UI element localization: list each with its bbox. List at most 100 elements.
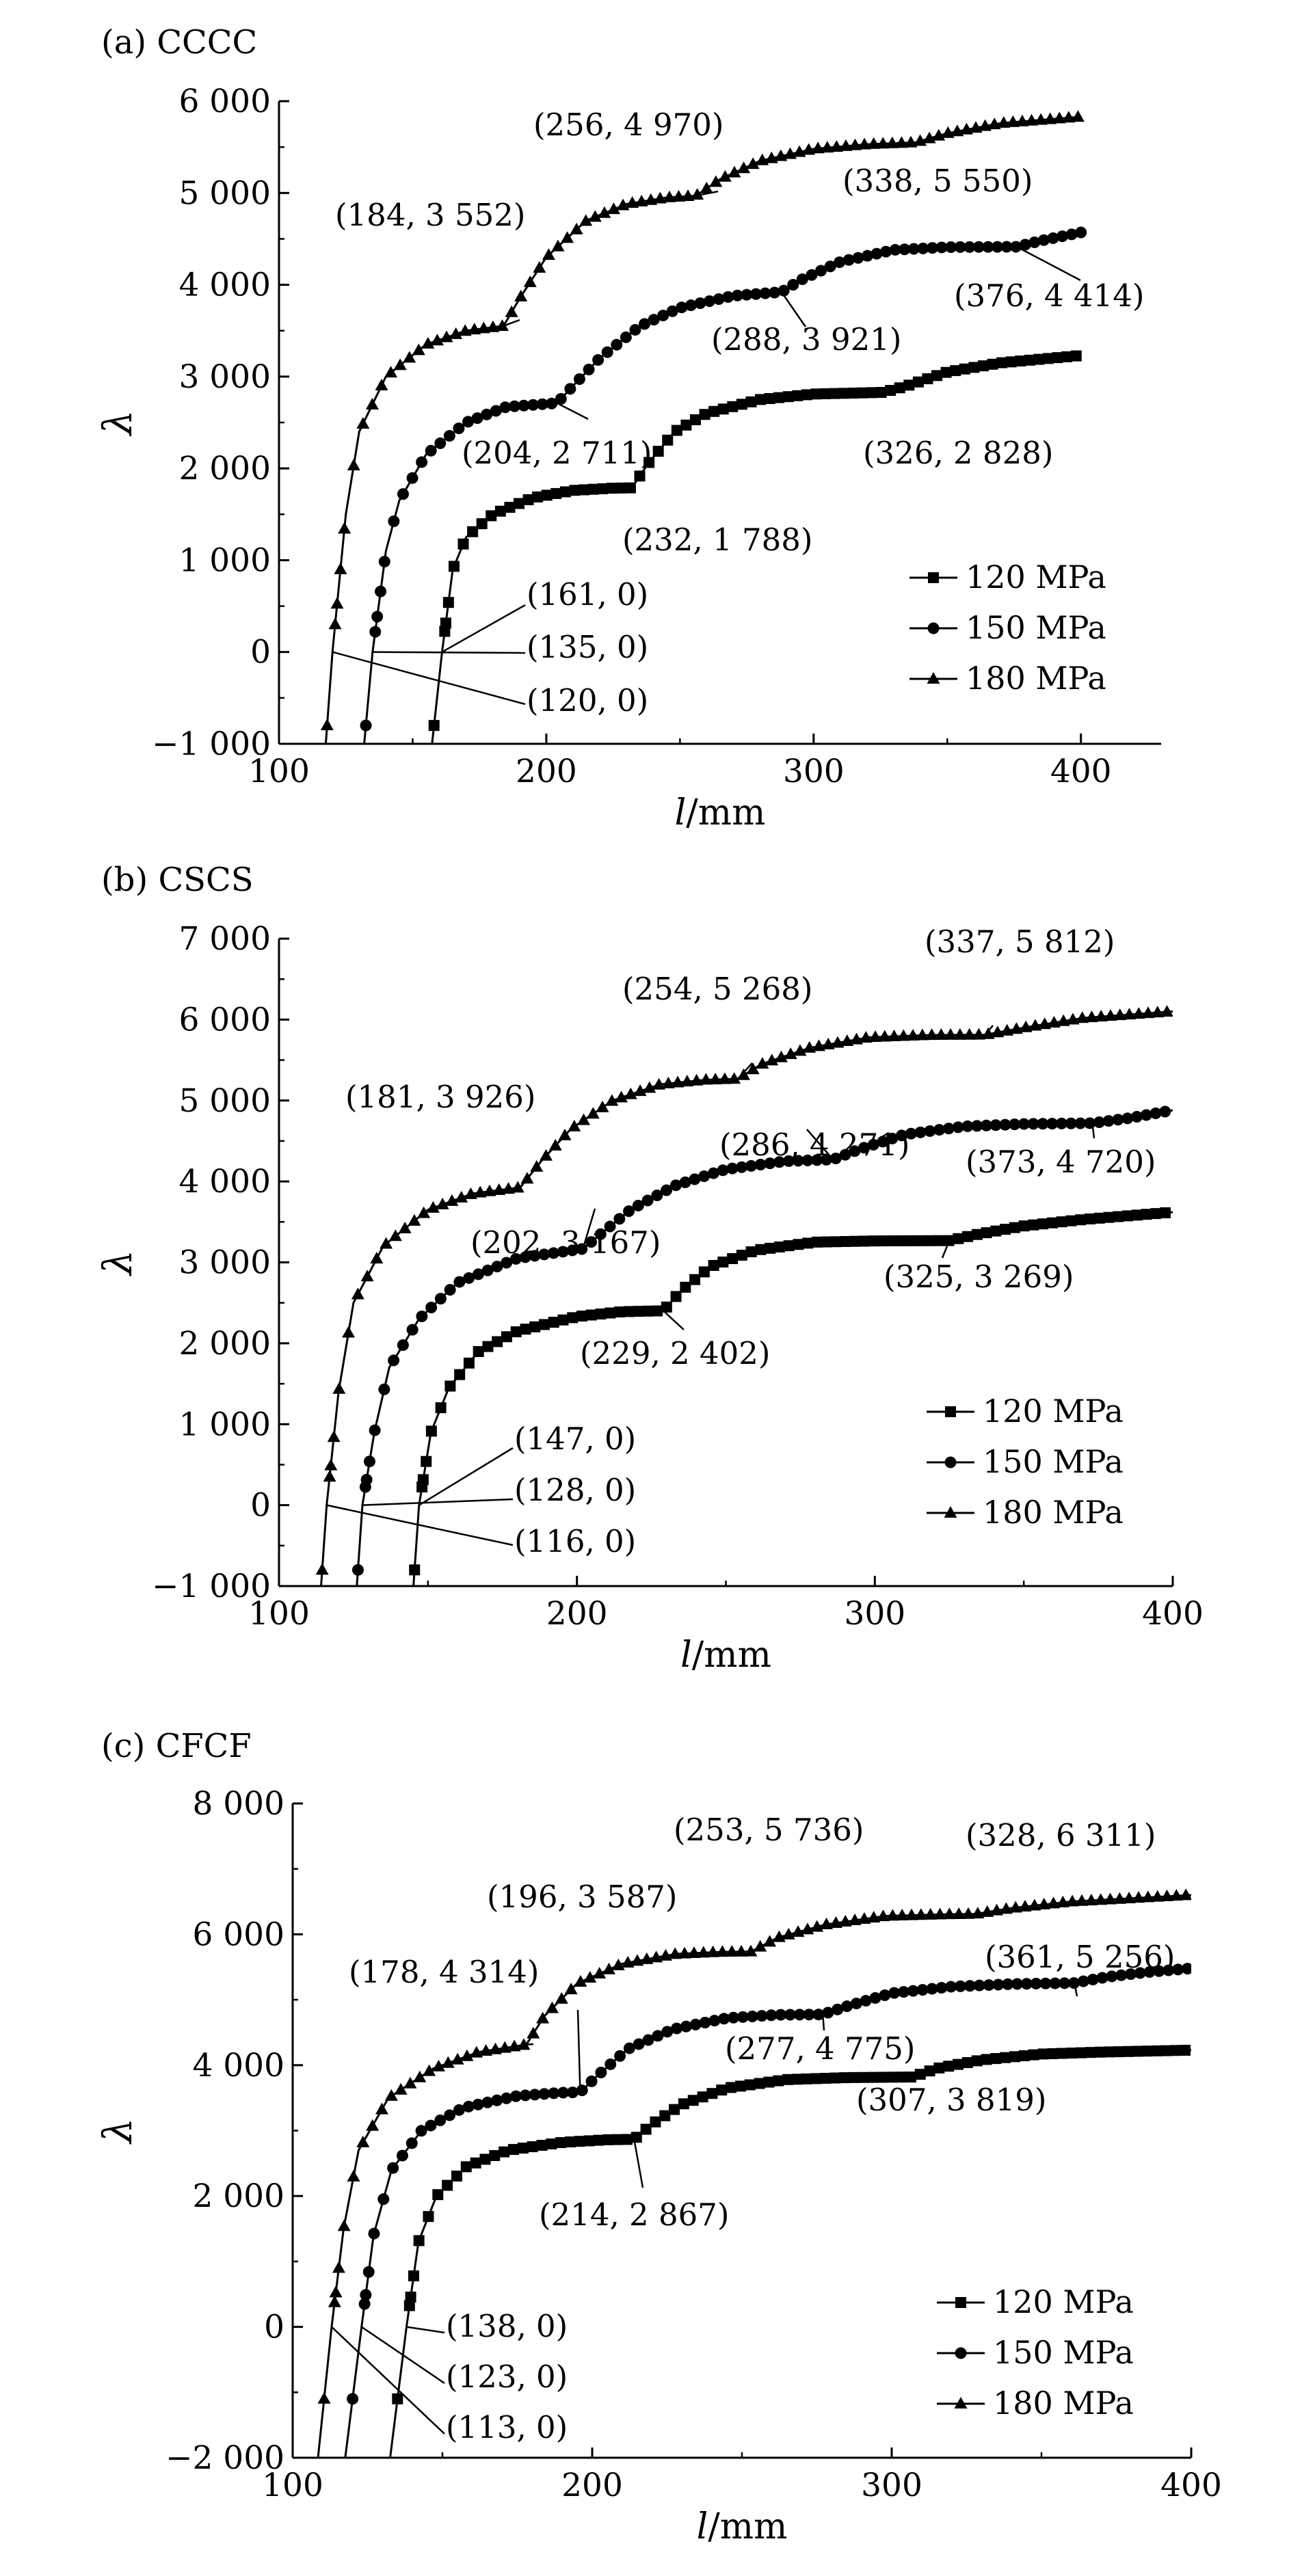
data-point xyxy=(905,1127,917,1140)
data-point xyxy=(527,399,540,411)
data-point xyxy=(661,1301,672,1313)
data-point xyxy=(1033,353,1045,365)
x-tick-label: 100 xyxy=(248,753,310,790)
data-point xyxy=(699,409,710,420)
data-point xyxy=(509,1252,522,1265)
data-point xyxy=(1067,1977,1080,1989)
data-point xyxy=(972,241,985,253)
data-point xyxy=(369,1424,381,1436)
data-point xyxy=(561,231,574,243)
data-point xyxy=(680,1075,694,1087)
data-point xyxy=(727,1253,739,1265)
data-point xyxy=(358,2298,371,2310)
data-point xyxy=(876,137,890,149)
data-point xyxy=(992,241,1004,253)
data-point xyxy=(922,373,933,385)
data-point xyxy=(933,2062,945,2074)
data-point xyxy=(1020,1978,1033,1990)
annotation: (123, 0) xyxy=(361,2326,568,2395)
data-point xyxy=(415,2125,427,2137)
data-point xyxy=(641,1194,654,1207)
data-point xyxy=(1170,2045,1182,2056)
data-point xyxy=(1084,1213,1095,1224)
data-point xyxy=(706,1945,720,1957)
data-point xyxy=(951,124,964,137)
annotation-leader xyxy=(362,1498,514,1506)
data-point xyxy=(507,2039,521,2052)
data-point xyxy=(449,327,463,339)
data-point xyxy=(1150,1107,1162,1119)
data-point xyxy=(1037,1218,1049,1230)
data-point xyxy=(680,419,692,431)
data-point xyxy=(898,1986,910,1998)
data-point xyxy=(1094,1893,1108,1905)
annotation: (376, 4 414) xyxy=(954,245,1144,314)
data-point xyxy=(442,597,454,608)
data-point xyxy=(888,1030,901,1042)
data-point xyxy=(363,1455,375,1468)
data-point xyxy=(421,1455,432,1467)
data-point xyxy=(633,1084,647,1097)
data-point xyxy=(680,1281,691,1293)
legend-marker xyxy=(944,1456,957,1468)
data-point xyxy=(633,1306,644,1317)
annotation-leader xyxy=(419,1447,514,1506)
annotation-label: (326, 2 828) xyxy=(863,435,1053,471)
annotation-leader xyxy=(695,190,719,197)
data-point xyxy=(557,1246,569,1258)
data-point xyxy=(550,487,562,499)
data-point xyxy=(380,1237,393,1249)
data-point xyxy=(912,376,924,388)
data-point xyxy=(942,1123,955,1135)
data-point xyxy=(1061,351,1073,362)
data-point xyxy=(1093,1116,1105,1129)
data-point xyxy=(1121,1210,1133,1222)
y-tick-label: 8 000 xyxy=(192,1785,284,1823)
data-point xyxy=(1000,1224,1011,1235)
data-point xyxy=(861,250,873,262)
y-tick-label: 0 xyxy=(250,1487,271,1525)
data-point xyxy=(522,494,534,505)
data-point xyxy=(671,1075,685,1088)
data-point xyxy=(896,1129,908,1142)
data-point xyxy=(408,2270,419,2281)
annotation: (181, 3 926) xyxy=(345,1079,535,1188)
data-point xyxy=(1066,1012,1080,1025)
data-point xyxy=(775,2009,787,2021)
data-point xyxy=(315,1563,329,1575)
data-point xyxy=(784,1047,797,1060)
data-point xyxy=(439,626,451,637)
data-point xyxy=(782,2074,794,2085)
data-point xyxy=(451,2052,464,2065)
series-circle xyxy=(360,226,1087,744)
y-axis-label: λ xyxy=(94,2118,141,2145)
annotation-label: (116, 0) xyxy=(514,1523,636,1559)
data-point xyxy=(486,510,497,522)
data-point xyxy=(717,1164,729,1177)
data-point xyxy=(421,336,435,349)
data-point xyxy=(328,2295,341,2307)
data-point xyxy=(829,1153,842,1165)
data-point xyxy=(698,1266,710,1278)
annotation-label: (204, 2 711) xyxy=(462,435,652,471)
annotation: (373, 4 720) xyxy=(966,1123,1156,1180)
data-point xyxy=(434,1293,447,1305)
data-point xyxy=(924,1907,938,1920)
data-point xyxy=(886,2071,898,2083)
data-point xyxy=(406,472,419,484)
y-tick-label: 2 000 xyxy=(178,450,271,487)
data-point xyxy=(678,1946,691,1959)
data-point xyxy=(961,2057,973,2069)
data-point xyxy=(615,1090,628,1103)
data-point xyxy=(323,1470,336,1482)
data-point xyxy=(981,1027,995,1039)
data-point xyxy=(802,1237,814,1249)
x-tick-label: 300 xyxy=(861,2467,922,2504)
data-point xyxy=(1038,1017,1052,1030)
data-point xyxy=(858,2071,869,2083)
data-point xyxy=(652,1305,663,1317)
data-point xyxy=(973,1979,985,1991)
data-point xyxy=(517,2038,531,2050)
data-point xyxy=(773,1242,785,1253)
data-point xyxy=(987,117,1001,129)
